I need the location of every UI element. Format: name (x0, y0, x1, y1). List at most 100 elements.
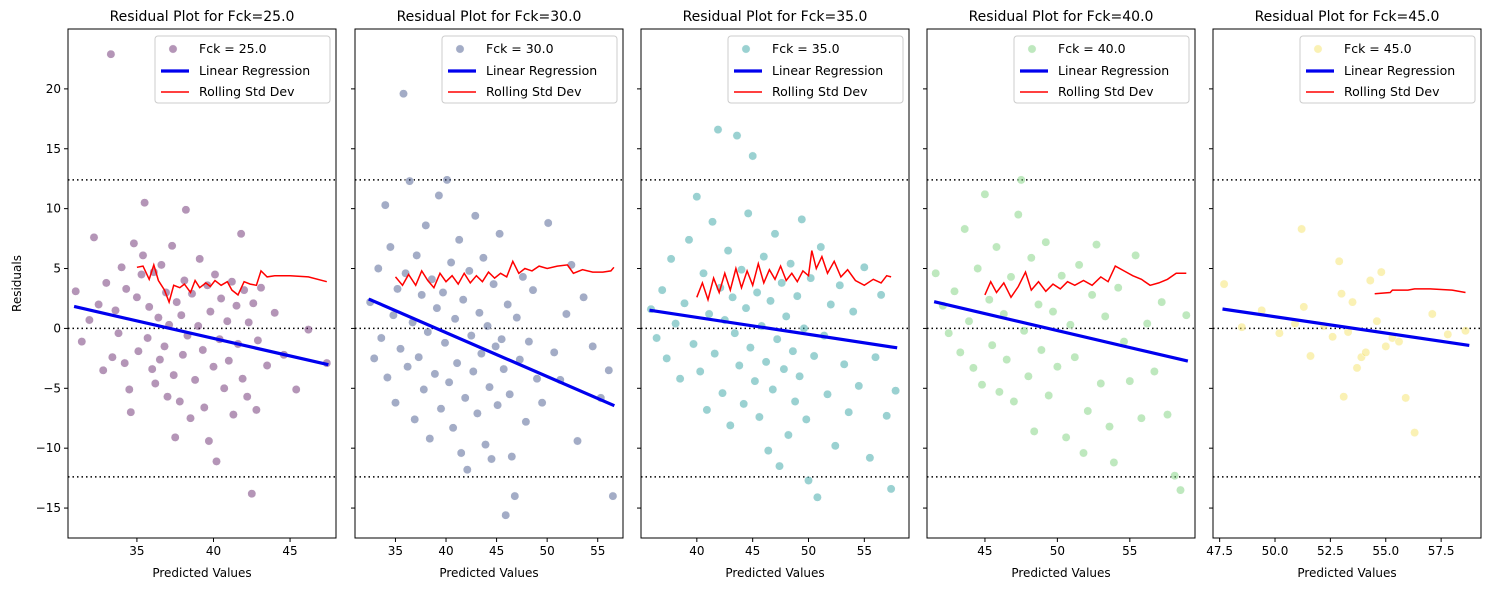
x-tick-label: 35 (129, 544, 144, 558)
scatter-point (980, 189, 990, 199)
subplot-fck-25: 35 40 45 −15 −10 −5 0 5 10 15 20 Residual Plot for … (36, 9, 337, 580)
subplot-title: Residual Plot for Fck=30.0 (397, 9, 582, 25)
legend-std-label: Rolling Std Dev (772, 84, 868, 99)
plot-frame (1212, 28, 1482, 539)
scatter-point (786, 259, 796, 269)
scatter-point (543, 218, 553, 228)
scatter-point (419, 385, 429, 394)
scatter-point (801, 414, 811, 424)
scatter-point (708, 217, 717, 227)
x-tick-label: 52.5 (1317, 544, 1344, 558)
scatter-point (163, 392, 172, 402)
scatter-point (799, 323, 809, 333)
scatter-point (456, 448, 466, 458)
scatter-point (1328, 332, 1338, 342)
subplot-title: Residual Plot for Fck=40.0 (969, 9, 1154, 25)
scatter-point (417, 290, 427, 300)
scatter-point (448, 423, 458, 433)
scatter-point (256, 283, 266, 293)
scatter-point (1041, 237, 1051, 247)
regression-line (933, 300, 1189, 363)
scatter-point (466, 331, 476, 341)
scatter-point (478, 253, 488, 263)
x-tick-label: 45 (745, 544, 760, 558)
scatter-point (303, 325, 313, 335)
scatter-point (768, 385, 778, 394)
x-tick-label: 55 (857, 544, 872, 558)
legend-regression-label: Linear Regression (1344, 63, 1455, 78)
scatter-point (835, 280, 845, 290)
scatter-point (94, 300, 104, 309)
legend: Fck = 25.0 Linear Regression Rolling Std D… (154, 35, 331, 104)
y-tick-label: 5 (53, 262, 61, 276)
scatter-point (882, 411, 892, 421)
scatter-point (460, 393, 470, 403)
scatter-point (1461, 326, 1470, 336)
scatter-point (518, 272, 528, 282)
scatter-point (489, 279, 499, 289)
scatter-point (382, 373, 392, 382)
scatter-point (848, 307, 858, 317)
scatter-point (652, 333, 662, 343)
scatter-point (1149, 367, 1159, 376)
subplot-title: Residual Plot for Fck=45.0 (1255, 9, 1440, 25)
scatter-point (1443, 329, 1453, 339)
scatter-point (442, 175, 452, 185)
legend-box (441, 35, 618, 104)
scatter-point (132, 292, 142, 302)
legend-box (1299, 35, 1476, 104)
scatter-point (549, 347, 559, 357)
scatter-point (886, 484, 896, 494)
scatter-point (695, 367, 705, 376)
scatter-point (175, 397, 185, 406)
scatter-point (1157, 297, 1167, 307)
scatter-point (232, 301, 241, 311)
scatter-point (71, 286, 81, 296)
y-tick-label: 20 (46, 82, 61, 96)
x-tick-label: 45 (977, 544, 992, 558)
legend-series-label: Fck = 40.0 (1058, 41, 1126, 56)
scatter-point (464, 266, 474, 276)
scatter-point (248, 298, 258, 308)
scatter-point (680, 298, 689, 308)
plot-frame (926, 28, 1196, 539)
scatter-point (1376, 267, 1386, 277)
scatter-point (507, 452, 517, 462)
scatter-point (140, 198, 150, 208)
scatter-point (391, 398, 400, 408)
scatter-point (462, 465, 472, 475)
scatter-point (1019, 326, 1029, 336)
x-tick-label: 47.5 (1206, 544, 1233, 558)
scatter-point (713, 125, 723, 135)
scatter-point (1348, 297, 1357, 307)
scatter-point (493, 400, 503, 410)
scatter-point (1065, 320, 1075, 330)
scatter-point (440, 338, 450, 348)
scatter-point (960, 224, 970, 234)
scatter-point (532, 374, 542, 384)
scatter-point (865, 453, 875, 463)
x-tick-label: 50 (1050, 544, 1065, 558)
scatter-point (84, 315, 94, 325)
scatter-point (209, 362, 218, 372)
scatter-point (839, 359, 849, 369)
scatter-point (790, 397, 800, 406)
legend-regression-label: Linear Regression (199, 63, 310, 78)
scatter-point (458, 295, 468, 305)
scatter-point (176, 310, 186, 320)
scatter-point (792, 291, 802, 301)
scatter-point (748, 151, 758, 161)
scatter-point (107, 352, 117, 362)
scatter-point (1087, 290, 1097, 300)
scatter-point (854, 381, 864, 391)
scatter-point (987, 340, 997, 350)
scatter-point (671, 319, 681, 329)
scatter-point (1299, 302, 1309, 312)
scatter-point (114, 328, 123, 338)
scatter-point (1297, 224, 1307, 234)
subplot-fck-40: 45 50 55 Residual Plot for Fck=40.0 Predicte… (923, 9, 1196, 580)
scatter-point (446, 258, 456, 267)
scatter-point (198, 345, 208, 355)
legend-marker (1313, 44, 1323, 54)
scatter-point (181, 205, 191, 215)
